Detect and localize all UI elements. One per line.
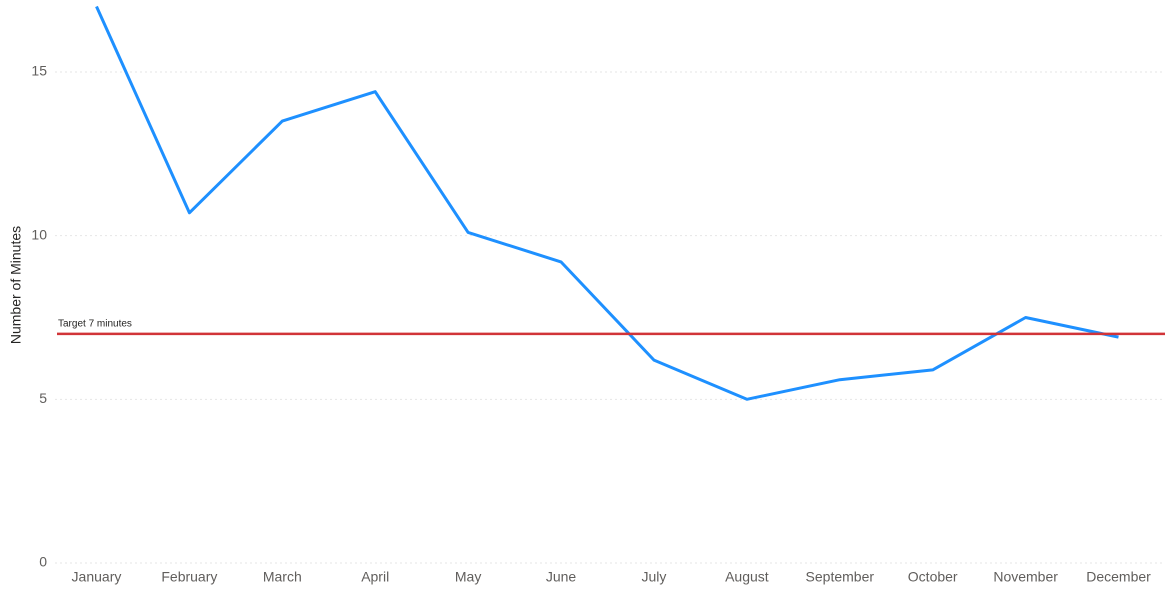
data-line [95, 5, 1119, 401]
x-tick-label: September [806, 569, 875, 585]
x-tick-label: June [546, 569, 577, 585]
y-tick-label: 10 [31, 226, 47, 242]
x-tick-label: December [1086, 569, 1151, 585]
x-tick-label: March [263, 569, 302, 585]
y-tick-label: 15 [31, 63, 47, 79]
x-tick-label: February [161, 569, 217, 585]
x-tick-label: November [993, 569, 1058, 585]
x-tick-label: August [725, 569, 769, 585]
x-tick-label: January [72, 569, 122, 585]
y-tick-label: 0 [39, 554, 47, 570]
x-tick-label: October [908, 569, 958, 585]
x-tick-label: May [455, 569, 481, 585]
y-axis-label: Number of Minutes [8, 226, 24, 344]
x-tick-label: April [361, 569, 389, 585]
y-tick-label: 5 [39, 390, 47, 406]
reference-label: Target 7 minutes [58, 319, 132, 330]
x-tick-label: July [642, 569, 667, 585]
